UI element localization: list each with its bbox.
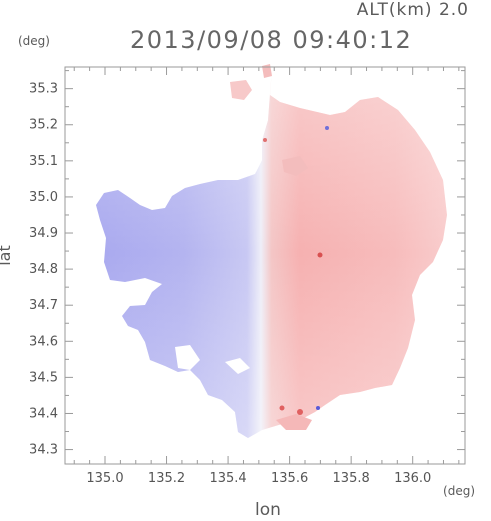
echo-gap — [175, 345, 200, 370]
echo-fragment — [276, 414, 312, 430]
plot-frame: 135.0 135.2 135.4 135.6 135.8 136.0 35.335.23… — [29, 66, 466, 486]
y-tick-label: 35.3 — [29, 82, 58, 97]
y-tick-label: 35.2 — [29, 118, 58, 133]
y-tick-label: 34.3 — [29, 443, 58, 458]
altitude-label: ALT(km) 2.0 — [356, 0, 469, 20]
x-tick-label: 135.6 — [271, 471, 308, 486]
y-tick-label: 34.4 — [29, 406, 58, 421]
echo-region — [96, 64, 447, 438]
echo-speckle — [279, 405, 285, 411]
y-tick-label: 34.6 — [29, 334, 58, 349]
echo-gap — [225, 358, 250, 374]
x-axis-unit: (deg) — [443, 484, 475, 498]
echo-fragment — [262, 64, 272, 78]
x-axis-label: lon — [255, 500, 281, 520]
echo-gap — [258, 116, 268, 140]
x-axis-ticks: 135.0 135.2 135.4 135.6 135.8 136.0 — [73, 67, 460, 486]
y-tick-label: 34.7 — [29, 298, 58, 313]
y-tick-label: 34.8 — [29, 262, 58, 277]
timestamp-title: 2013/09/08 09:40:12 — [130, 26, 413, 54]
x-tick-label: 135.2 — [148, 471, 185, 486]
echo-speckle — [263, 138, 267, 142]
echo-artifacts — [263, 126, 329, 415]
echo-fragment — [282, 156, 308, 176]
x-tick-label: 135.4 — [209, 471, 246, 486]
plot-border — [64, 66, 466, 465]
echo-speckle — [297, 409, 303, 415]
y-axis-unit: (deg) — [18, 34, 50, 48]
echo-gap — [226, 140, 262, 180]
y-axis-ticks: 35.3 35.2 35.1 35.0 34.9 34.8 34.7 34.6 34.5 34.4… — [29, 70, 465, 458]
y-tick-label: 34.9 — [29, 226, 58, 241]
x-tick-label: 136.0 — [394, 471, 431, 486]
echo-speckle — [316, 406, 320, 410]
x-tick-label: 135.8 — [333, 471, 370, 486]
y-tick-label: 34.5 — [29, 370, 58, 385]
echo-speckle — [325, 126, 329, 130]
echo-fragment — [230, 80, 252, 100]
y-tick-label: 35.1 — [29, 154, 58, 169]
x-tick-label: 135.0 — [86, 471, 123, 486]
echo-speckle — [317, 252, 323, 258]
echo-shading — [96, 68, 447, 438]
y-tick-label: 35.0 — [29, 190, 58, 205]
